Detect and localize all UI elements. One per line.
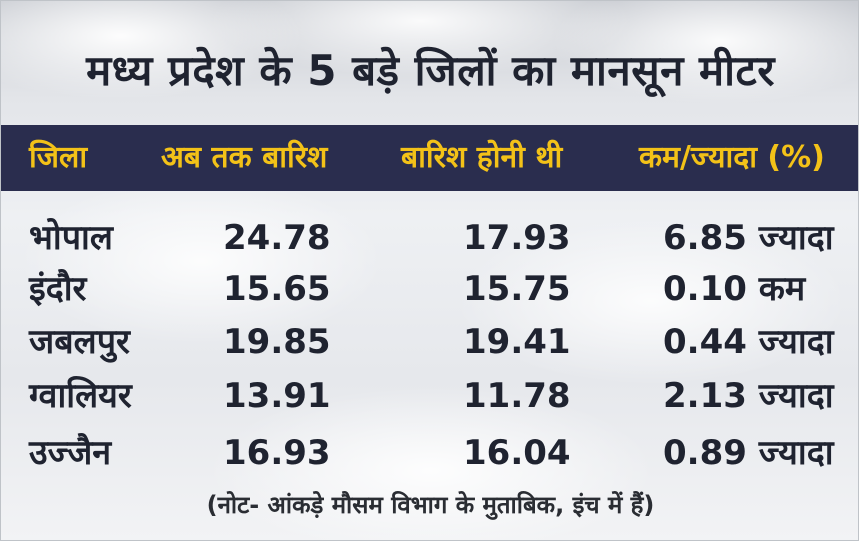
rain-so-far-value: 15.65 — [223, 269, 331, 309]
expected-rain-value: 17.93 — [463, 218, 571, 258]
expected-rain-value: 11.78 — [463, 376, 571, 416]
table-row: इंदौर 15.65 15.75 0.10 कम — [1, 265, 858, 313]
difference-value: 2.13 ज्यादा — [663, 376, 834, 416]
expected-rain-value: 19.41 — [463, 322, 571, 362]
column-header-rain-so-far: अब तक बारिश — [161, 140, 328, 175]
page-title: मध्य प्रदेश के 5 बड़े जिलों का मानसून मी… — [86, 46, 775, 95]
table-header-band — [1, 125, 858, 191]
difference-value: 0.89 ज्यादा — [663, 433, 834, 473]
district-name: भोपाल — [29, 218, 113, 258]
difference-value: 0.44 ज्यादा — [663, 322, 834, 362]
difference-value: 0.10 कम — [663, 269, 806, 309]
district-name: ग्वालियर — [29, 376, 132, 416]
expected-rain-value: 15.75 — [463, 269, 571, 309]
rain-so-far-value: 19.85 — [223, 322, 331, 362]
column-header-expected-rain: बारिश होनी थी — [401, 140, 563, 175]
table-row: जबलपुर 19.85 19.41 0.44 ज्यादा — [1, 318, 858, 366]
district-name: उज्जैन — [29, 433, 112, 473]
table-row: ग्वालियर 13.91 11.78 2.13 ज्यादा — [1, 372, 858, 420]
rain-so-far-value: 24.78 — [223, 218, 331, 258]
difference-value: 6.85 ज्यादा — [663, 218, 834, 258]
rain-so-far-value: 13.91 — [223, 376, 331, 416]
column-header-difference-percent: कम/ज्यादा (%) — [639, 140, 825, 175]
table-row: भोपाल 24.78 17.93 6.85 ज्यादा — [1, 214, 858, 262]
district-name: जबलपुर — [29, 322, 130, 362]
table-row: उज्जैन 16.93 16.04 0.89 ज्यादा — [1, 429, 858, 477]
source-note: (नोट- आंकड़े मौसम विभाग के मुताबिक, इंच … — [206, 491, 655, 519]
district-name: इंदौर — [29, 269, 87, 309]
rain-so-far-value: 16.93 — [223, 433, 331, 473]
column-header-district: जिला — [29, 140, 88, 175]
expected-rain-value: 16.04 — [463, 433, 571, 473]
